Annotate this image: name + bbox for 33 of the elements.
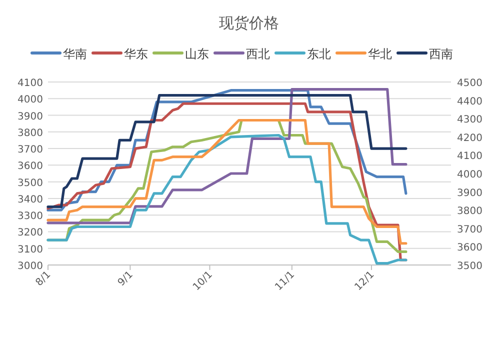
y2-tick-label: 3600 bbox=[457, 242, 482, 254]
chart-title: 现货价格 bbox=[219, 14, 279, 32]
y2-tick-label: 3900 bbox=[457, 188, 482, 199]
y-tick-label: 3200 bbox=[18, 228, 43, 239]
y-tick-label: 3400 bbox=[18, 194, 43, 206]
y2-tick-label: 4000 bbox=[457, 170, 482, 180]
legend-label: 华东 bbox=[124, 47, 148, 61]
legend-label: 西北 bbox=[246, 47, 270, 61]
y-tick-label: 4000 bbox=[18, 94, 43, 106]
y2-tick-label: 3700 bbox=[457, 224, 482, 236]
y-tick-label: 3900 bbox=[18, 111, 43, 122]
legend-label: 西南 bbox=[429, 47, 453, 61]
y2-tick-label: 3500 bbox=[457, 261, 482, 272]
x-tick-label: 9/1 bbox=[116, 269, 136, 288]
y-tick-label: 3100 bbox=[18, 244, 43, 256]
legend-label: 华北 bbox=[368, 47, 392, 61]
x-tick-label: 8/1 bbox=[34, 269, 54, 288]
legend-label: 华南 bbox=[63, 47, 87, 61]
y2-tick-label: 4500 bbox=[457, 78, 482, 89]
legend-label: 山东 bbox=[185, 47, 209, 61]
y-tick-label: 3800 bbox=[18, 128, 43, 139]
y2-tick-label: 4300 bbox=[457, 114, 482, 126]
y2-tick-label: 3800 bbox=[457, 206, 482, 218]
y2-tick-label: 4100 bbox=[457, 151, 482, 162]
y-tick-label: 3600 bbox=[18, 161, 43, 172]
y2-tick-label: 4200 bbox=[457, 132, 482, 144]
y-tick-label: 3700 bbox=[18, 144, 43, 156]
legend-label: 东北 bbox=[307, 47, 331, 61]
y-tick-label: 4100 bbox=[18, 78, 43, 89]
y-tick-label: 3500 bbox=[18, 178, 43, 189]
y-tick-label: 3000 bbox=[18, 261, 43, 272]
y-tick-label: 3300 bbox=[18, 211, 43, 222]
y2-tick-label: 4400 bbox=[457, 96, 482, 108]
